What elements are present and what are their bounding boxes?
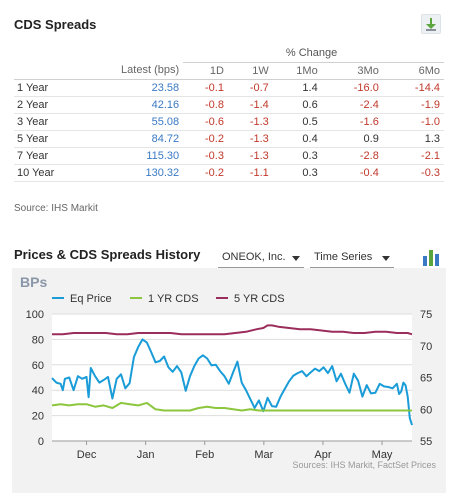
company-select-value: ONEOK, Inc.: [222, 251, 286, 263]
y-left-tick-label: 0: [38, 436, 44, 448]
table-row: 3 Year 55.08 -0.6 -1.3 0.5 -1.6 -1.0: [14, 113, 444, 131]
change-value-mo6: -14.4: [382, 79, 444, 97]
x-tick-label: Feb: [195, 449, 214, 461]
change-value-d1: -0.2: [183, 164, 228, 182]
change-value-mo3: -1.6: [321, 113, 383, 131]
row-label: 3 Year: [14, 113, 96, 131]
table-row: 10 Year 130.32 -0.2 -1.1 0.3 -0.4 -0.3: [14, 164, 444, 182]
change-value-d1: -0.2: [183, 130, 228, 148]
latest-value: 130.32: [95, 164, 184, 182]
y-right-tick-label: 70: [420, 341, 432, 353]
y-right-tick-label: 55: [420, 436, 432, 448]
series-line-eq-price: [51, 338, 413, 426]
change-value-d1: -0.8: [183, 96, 228, 114]
change-value-w1: -1.3: [227, 130, 273, 148]
change-value-mo6: -1.0: [382, 113, 444, 131]
y-right-tick-label: 60: [420, 404, 432, 416]
y-left-tick-label: 80: [32, 334, 44, 346]
latest-value: 42.16: [95, 96, 184, 114]
change-value-mo6: -0.3: [382, 164, 444, 182]
change-value-mo3: 0.9: [321, 130, 383, 148]
x-tick-label: May: [372, 449, 393, 461]
row-label: 7 Year: [14, 147, 96, 165]
change-value-w1: -1.1: [227, 164, 273, 182]
cds-section-title: CDS Spreads: [14, 17, 97, 32]
row-label: 1 Year: [14, 79, 96, 97]
change-value-mo3: -0.4: [321, 164, 383, 182]
change-value-w1: -1.3: [227, 113, 273, 131]
y-right-tick-label: 65: [420, 373, 432, 385]
change-value-mo3: -16.0: [321, 79, 383, 97]
change-value-mo6: -1.9: [382, 96, 444, 114]
download-button[interactable]: [421, 14, 441, 34]
history-chart-svg: BPs Eq Price 1 YR CDS 5 YR CDS 0 20 40 60 80 10…: [20, 274, 436, 470]
x-tick-label: Mar: [254, 449, 273, 461]
col-header-latest: Latest (bps): [95, 62, 184, 80]
latest-value: 84.72: [95, 130, 184, 148]
table-row: 7 Year 115.30 -0.3 -1.3 0.3 -2.8 -2.1: [14, 147, 444, 165]
history-chart: BPs Eq Price 1 YR CDS 5 YR CDS 0 20 40 60 80 10…: [12, 268, 446, 493]
caret-down-icon: [292, 256, 300, 261]
x-tick-label: Apr: [314, 449, 331, 461]
change-value-mo1: 1.4: [272, 79, 322, 97]
col-header-6mo: 6Mo: [382, 62, 444, 80]
latest-value: 55.08: [95, 113, 184, 131]
download-icon: [426, 18, 436, 31]
change-value-mo1: 0.3: [272, 164, 322, 182]
cds-source-note: Source: IHS Markit: [14, 203, 98, 214]
x-tick-label: Jan: [137, 449, 155, 461]
cds-spreads-table: % Change Latest (bps) 1D 1W 1Mo 3Mo 6Mo …: [14, 45, 444, 182]
change-value-w1: -1.4: [227, 96, 273, 114]
view-select[interactable]: Time Series: [310, 248, 394, 268]
bar-chart-icon: [423, 250, 439, 266]
history-section-title: Prices & CDS Spreads History: [14, 247, 201, 262]
change-value-w1: -0.7: [227, 79, 273, 97]
caret-down-icon: [382, 256, 390, 261]
y-left-tick-label: 20: [32, 411, 44, 423]
table-row: 1 Year 23.58 -0.1 -0.7 1.4 -16.0 -14.4: [14, 79, 444, 97]
y-left-tick-label: 60: [32, 360, 44, 372]
legend-label: 1 YR CDS: [148, 293, 199, 305]
change-value-mo6: 1.3: [382, 130, 444, 148]
view-select-value: Time Series: [314, 251, 373, 263]
table-row: 5 Year 84.72 -0.2 -1.3 0.4 0.9 1.3: [14, 130, 444, 148]
change-value-mo1: 0.3: [272, 147, 322, 165]
y-left-tick-label: 40: [32, 385, 44, 397]
y-right-tick-label: 75: [420, 309, 432, 321]
x-tick-label: Dec: [77, 449, 97, 461]
row-label: 10 Year: [14, 164, 96, 182]
y-left-tick-label: 100: [26, 309, 44, 321]
change-value-mo6: -2.1: [382, 147, 444, 165]
row-label: 5 Year: [14, 130, 96, 148]
change-value-mo3: -2.4: [321, 96, 383, 114]
row-label: 2 Year: [14, 96, 96, 114]
col-header-3mo: 3Mo: [321, 62, 383, 80]
series-line-1-yr-cds: [51, 401, 412, 412]
change-value-d1: -0.6: [183, 113, 228, 131]
chart-type-button[interactable]: [422, 247, 440, 267]
change-value-mo1: 0.5: [272, 113, 322, 131]
change-value-w1: -1.3: [227, 147, 273, 165]
change-value-mo3: -2.8: [321, 147, 383, 165]
chart-unit-label: BPs: [20, 274, 47, 290]
change-value-mo1: 0.6: [272, 96, 322, 114]
change-value-d1: -0.1: [183, 79, 228, 97]
legend-label: 5 YR CDS: [234, 293, 285, 305]
col-header-1mo: 1Mo: [272, 62, 322, 80]
latest-value: 115.30: [95, 147, 184, 165]
col-header-1d: 1D: [183, 62, 228, 80]
legend-label: Eq Price: [70, 293, 112, 305]
change-value-mo1: 0.4: [272, 130, 322, 148]
series-line-5-yr-cds: [52, 324, 413, 336]
col-header-1w: 1W: [227, 62, 273, 80]
pct-change-header: % Change: [183, 45, 444, 63]
chart-source-note: Sources: IHS Markit, FactSet Prices: [292, 460, 436, 470]
change-value-d1: -0.3: [183, 147, 228, 165]
latest-value: 23.58: [95, 79, 184, 97]
company-select[interactable]: ONEOK, Inc.: [218, 248, 304, 268]
table-row: 2 Year 42.16 -0.8 -1.4 0.6 -2.4 -1.9: [14, 96, 444, 114]
